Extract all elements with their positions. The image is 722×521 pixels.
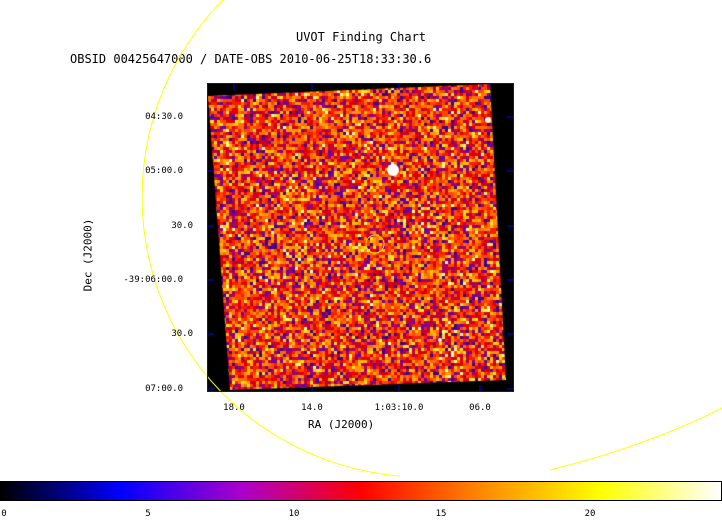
colorbar-tick-label: 20 (584, 509, 596, 519)
ra-tick-label: 06.0 (469, 403, 491, 413)
dec-tick-label: 30.0 (171, 329, 193, 339)
ra-tick-label: 14.0 (301, 403, 323, 413)
colorbar-tick-label: 5 (145, 509, 151, 519)
chart-title: UVOT Finding Chart (295, 30, 427, 44)
xrt-error-circle-arc (549, 407, 722, 471)
colorbar-tick-label: 10 (288, 509, 300, 519)
colorbar-tick-label: 0 (1, 509, 7, 519)
ra-tick-label: 1:03:10.0 (374, 403, 424, 413)
source-circle (365, 234, 385, 254)
colorbar (0, 481, 722, 501)
dec-tick-label: 04:30.0 (145, 112, 183, 122)
tick-marks (208, 84, 513, 391)
dec-tick-label: 30.0 (171, 221, 193, 231)
xrt-error-circle (141, 0, 401, 477)
image-frame (207, 83, 514, 392)
dec-tick-label: 05:00.0 (145, 166, 183, 176)
colorbar-tick-label: 15 (435, 509, 447, 519)
dec-tick-label: -39:06:00.0 (123, 275, 183, 285)
ra-tick-label: 18.0 (223, 403, 245, 413)
sky-image (208, 84, 514, 391)
dec-tick-label: 07:00.0 (145, 384, 183, 394)
dec-axis-label: Dec (J2000) (81, 218, 95, 292)
chart-subtitle: OBSID 00425647000 / DATE-OBS 2010-06-25T… (70, 52, 432, 66)
ra-axis-label: RA (J2000) (308, 418, 375, 431)
